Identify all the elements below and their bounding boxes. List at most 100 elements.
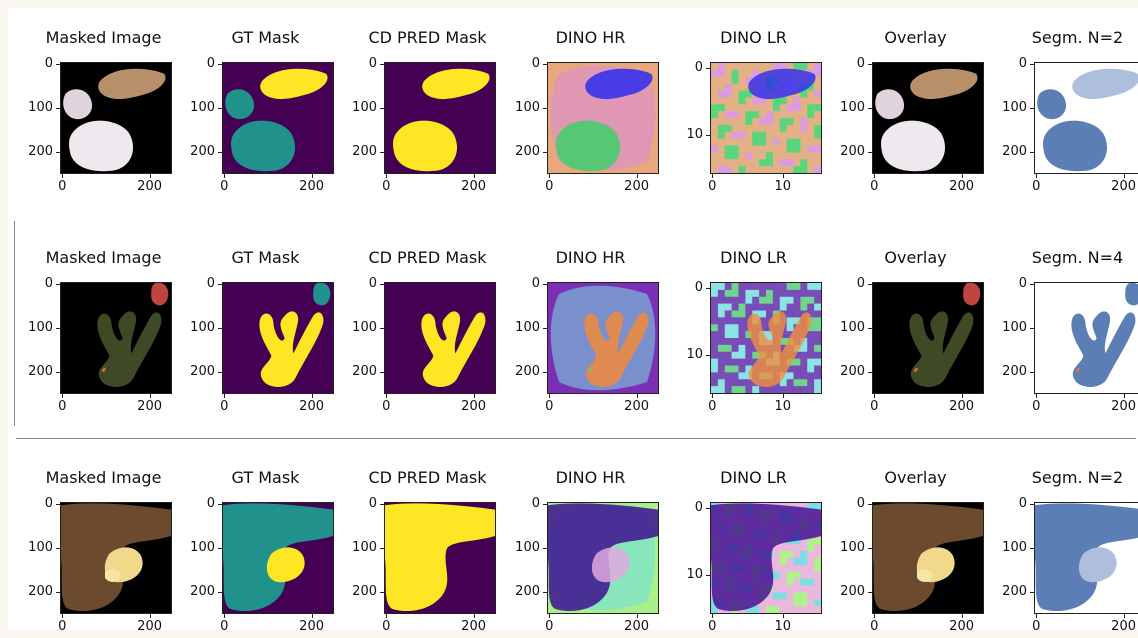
feature-patch <box>779 606 787 613</box>
feature-patch <box>786 118 794 126</box>
feature-patch <box>745 166 753 173</box>
feature-patch <box>724 97 732 105</box>
feature-patch <box>800 63 808 71</box>
mask-region <box>263 367 268 372</box>
feature-patch <box>807 90 815 98</box>
x-tick-mark <box>311 614 313 618</box>
y-tick-label: 10 <box>686 566 703 582</box>
x-tick-label: 0 <box>870 619 879 634</box>
feature-patch <box>800 537 808 545</box>
feature-patch <box>752 159 760 167</box>
feature-patch <box>738 124 746 132</box>
feature-patch <box>766 592 774 600</box>
feature-patch <box>759 310 767 318</box>
panel-axes <box>872 502 984 614</box>
panel-title: CD PRED Mask <box>368 28 487 47</box>
y-tick-label: 0 <box>531 276 540 292</box>
x-tick-mark <box>1123 174 1125 178</box>
feature-patch <box>731 152 739 160</box>
panel-title: Masked Image <box>45 28 162 47</box>
feature-patch <box>772 606 780 613</box>
feature-patch <box>724 131 732 139</box>
feature-patch <box>793 310 801 318</box>
feature-patch <box>717 379 725 387</box>
feature-patch <box>814 324 821 332</box>
feature-patch <box>793 578 801 586</box>
y-tick-mark <box>56 327 60 329</box>
feature-patch <box>731 131 739 139</box>
feature-patch <box>807 124 815 132</box>
x-tick-label: 200 <box>461 399 486 414</box>
feature-patch <box>814 283 821 291</box>
feature-patch <box>786 365 794 373</box>
feature-patch <box>814 544 821 552</box>
feature-patch <box>786 138 794 146</box>
feature-patch <box>793 317 801 325</box>
feature-patch <box>717 124 725 132</box>
feature-patch <box>724 331 732 339</box>
feature-patch <box>807 386 815 393</box>
feature-patch <box>779 131 787 139</box>
feature-patch <box>738 145 746 153</box>
x-tick-mark <box>311 394 313 398</box>
feature-patch <box>724 145 732 153</box>
x-tick-mark <box>1036 394 1038 398</box>
feature-patch <box>786 159 794 167</box>
feature-patch <box>711 152 719 160</box>
y-tick-label: 200 <box>1002 143 1027 159</box>
feature-patch <box>814 152 821 160</box>
feature-patch <box>814 358 821 366</box>
y-tick-mark <box>543 151 547 153</box>
y-tick-mark <box>56 547 60 549</box>
panel-overlay: Overlay 0 100 200 0 200 <box>838 228 993 418</box>
feature-patch <box>724 379 732 387</box>
feature-patch <box>738 90 746 98</box>
feature-patch <box>772 111 780 119</box>
feature-patch <box>800 578 808 586</box>
y-tick-label: 100 <box>515 539 540 555</box>
feature-patch <box>772 97 780 105</box>
feature-patch <box>772 152 780 160</box>
feature-patch <box>779 289 787 297</box>
feature-patch <box>786 296 794 304</box>
feature-patch <box>711 118 719 126</box>
panel-axes <box>710 282 822 394</box>
feature-patch <box>779 592 787 600</box>
feature-patch <box>717 386 725 393</box>
object-region <box>151 283 169 306</box>
feature-patch <box>717 69 725 77</box>
feature-patch <box>814 97 821 105</box>
x-tick-label: 200 <box>1111 179 1136 194</box>
feature-patch <box>786 544 794 552</box>
feature-patch <box>766 283 774 291</box>
y-tick-mark <box>380 504 384 506</box>
feature-patch <box>786 571 794 579</box>
feature-patch <box>711 365 719 373</box>
panel-axes <box>60 282 172 394</box>
y-tick-label: 0 <box>694 59 703 75</box>
feature-patch <box>800 372 808 380</box>
x-tick-mark <box>636 614 638 618</box>
panel-axes <box>384 282 496 394</box>
mask-region <box>259 311 324 387</box>
feature-patch <box>752 386 760 393</box>
feature-patch <box>814 83 821 91</box>
panel-masked-image: Masked Image 0 100 200 0 200 <box>26 448 181 638</box>
mask-region <box>421 311 486 387</box>
feature-patch <box>814 159 821 167</box>
panel-axes <box>60 62 172 174</box>
feature-patch <box>814 564 821 572</box>
x-tick-mark <box>473 394 475 398</box>
x-tick-label: 0 <box>382 619 391 634</box>
feature-patch <box>717 63 725 71</box>
panel-segm: Segm. N=4 0 100 200 0 200 <box>1000 228 1138 418</box>
feature-patch <box>779 152 787 160</box>
feature-patch <box>738 118 746 126</box>
feature-patch <box>772 104 780 112</box>
feature-patch <box>745 338 753 346</box>
feature-patch <box>717 111 725 119</box>
panel-title: DINO LR <box>720 28 787 47</box>
y-tick-label: 0 <box>856 56 865 72</box>
feature-patch <box>807 599 815 607</box>
feature-patch <box>800 296 808 304</box>
